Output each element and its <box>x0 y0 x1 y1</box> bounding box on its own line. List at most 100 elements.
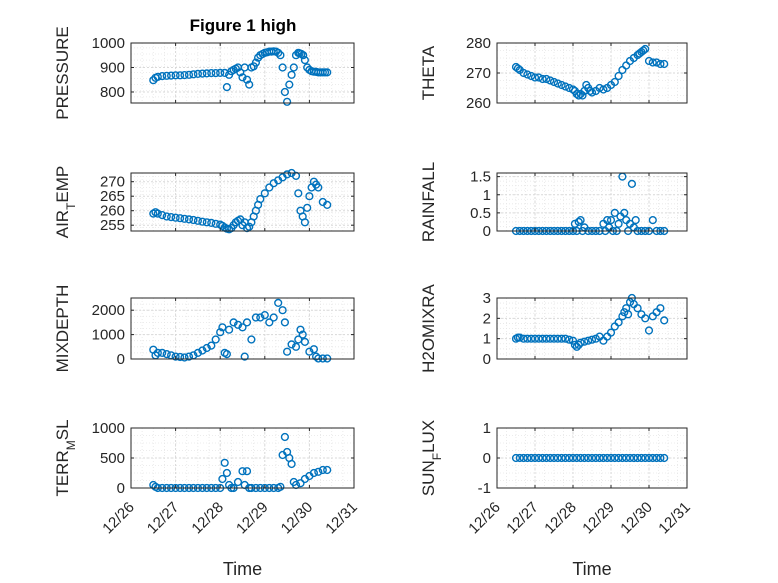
data-point <box>627 179 637 189</box>
y-tick-label: 500 <box>100 450 125 467</box>
data-point <box>549 453 559 463</box>
data-point <box>193 216 203 225</box>
data-point <box>656 453 665 463</box>
subplot-mixdepth: 0 1000 2000 MIXDEPTH <box>53 285 355 372</box>
data-point <box>637 453 646 463</box>
data-point <box>218 474 227 484</box>
data-point <box>572 89 581 99</box>
data-point <box>644 56 654 66</box>
data-point <box>633 453 642 463</box>
data-point <box>515 453 524 463</box>
data-point <box>553 453 562 463</box>
y-tick-label: 1000 <box>92 420 125 437</box>
y-tick-label: 260 <box>466 95 491 112</box>
y-axis-label: THETA <box>419 45 438 100</box>
data-point <box>280 87 290 97</box>
data-point <box>534 334 543 343</box>
subplot-theta: 260 270 280 THETA <box>419 35 688 112</box>
data-point <box>240 352 249 361</box>
y-tick-label: 1 <box>483 420 491 437</box>
data-point <box>585 86 595 96</box>
x-tick-label: 12/30 <box>617 499 656 538</box>
data-point <box>283 347 292 356</box>
y-tick-label: 270 <box>100 174 125 191</box>
data-point <box>285 80 294 89</box>
data-point <box>606 328 616 337</box>
data-point <box>233 477 243 487</box>
data-point <box>256 313 265 322</box>
y-tick-label: -1 <box>478 480 491 497</box>
x-axis-label: Time <box>572 559 611 579</box>
data-point <box>158 348 167 358</box>
data-point <box>513 64 523 73</box>
data-point <box>171 71 180 80</box>
data-point <box>162 71 171 80</box>
data-point <box>542 74 551 84</box>
data-point <box>251 313 261 322</box>
subplot-h2omixra: 0 1 2 3 H2OMIXRA <box>419 283 688 373</box>
data-point <box>274 48 283 57</box>
data-point <box>245 222 254 231</box>
data-point <box>193 69 203 79</box>
data-point <box>171 352 180 361</box>
data-point <box>538 334 547 343</box>
data-point <box>309 345 319 354</box>
data-point <box>620 208 629 218</box>
data-point <box>519 334 528 343</box>
data-point <box>599 85 608 94</box>
data-point <box>278 63 287 72</box>
data-point <box>641 314 650 323</box>
y-axis-label: TERRMSL <box>53 419 78 496</box>
data-point <box>623 310 633 319</box>
data-point <box>260 189 269 198</box>
data-point <box>549 334 559 343</box>
data-point <box>622 453 631 463</box>
data-point <box>211 335 220 344</box>
data-point <box>553 334 562 343</box>
y-tick-label: 270 <box>466 65 491 82</box>
data-point <box>546 334 555 343</box>
data-point <box>280 432 290 442</box>
data-point <box>527 71 536 81</box>
data-point <box>276 482 285 491</box>
y-tick-label: 1000 <box>92 35 125 52</box>
data-point <box>580 337 589 346</box>
data-point <box>648 58 657 67</box>
data-point <box>198 69 207 78</box>
data-point <box>614 453 623 463</box>
y-tick-label: 0 <box>483 223 491 240</box>
data-point <box>584 336 593 345</box>
y-tick-label: 800 <box>100 84 125 101</box>
data-point <box>260 311 269 320</box>
data-point <box>229 318 238 327</box>
data-point <box>300 337 310 347</box>
y-axis-label: H2OMIXRA <box>419 283 438 372</box>
x-tick-label: 12/30 <box>278 499 317 538</box>
data-point <box>291 342 301 351</box>
y-tick-label: 0 <box>117 480 125 497</box>
data-point <box>176 214 185 223</box>
data-point <box>158 211 167 220</box>
data-point <box>578 91 587 100</box>
axes-box <box>130 172 355 232</box>
data-point <box>283 170 292 179</box>
data-point <box>265 183 274 192</box>
data-point <box>287 459 296 469</box>
data-point <box>587 453 597 463</box>
data-point <box>606 216 616 225</box>
data-point <box>595 83 604 93</box>
data-point <box>176 71 185 80</box>
data-point <box>523 70 532 79</box>
data-point <box>305 347 314 356</box>
data-point <box>171 213 180 222</box>
data-point <box>251 58 261 67</box>
data-point <box>576 216 585 225</box>
data-point <box>652 58 661 67</box>
axes-box <box>130 297 355 360</box>
data-point <box>610 77 619 87</box>
y-axis-label: RAINFALL <box>419 162 438 242</box>
data-point <box>222 350 232 359</box>
data-point <box>603 216 612 225</box>
data-point <box>511 453 521 463</box>
